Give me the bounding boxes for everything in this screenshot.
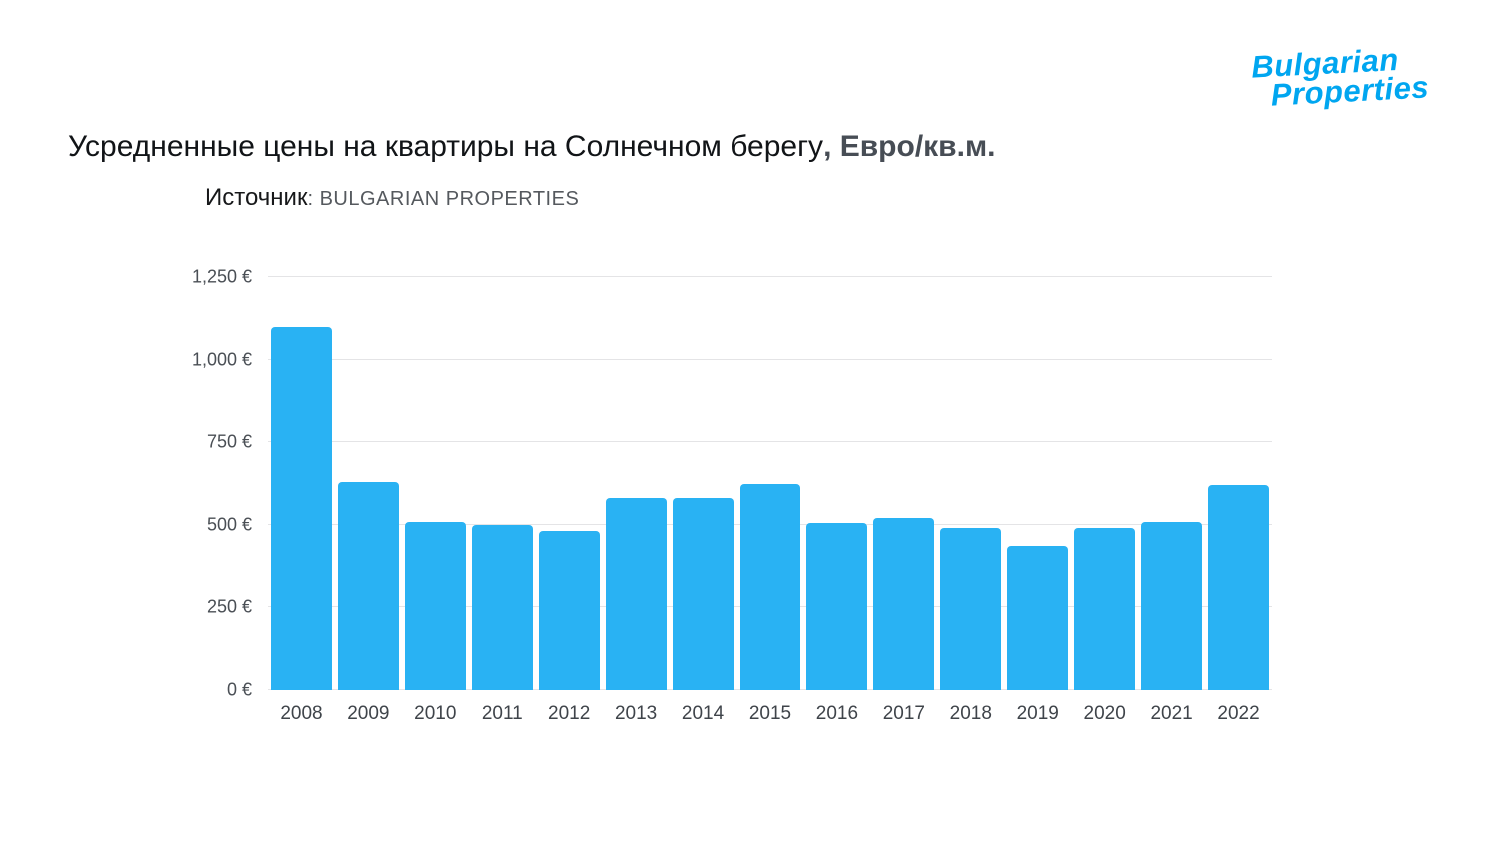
bar-2021 xyxy=(1141,521,1203,690)
x-tick-label: 2012 xyxy=(548,703,591,724)
bar-2013 xyxy=(605,498,667,690)
logo-line-2: Properties xyxy=(1269,69,1430,114)
bar-2012 xyxy=(538,531,600,690)
x-tick-label: 2014 xyxy=(681,703,725,724)
chart-source: Источник: BULGARIAN PROPERTIES xyxy=(205,184,579,212)
bulgarian-properties-logo: Bulgarian Properties xyxy=(1250,42,1430,114)
bar-2009 xyxy=(337,481,399,690)
x-tick-label: 2010 xyxy=(414,703,457,724)
x-tick-label: 2016 xyxy=(815,703,859,724)
x-tick-label: 2009 xyxy=(347,703,390,724)
x-tick-label: 2020 xyxy=(1083,703,1126,724)
y-axis: 0 € 250 € 500 € 750 € 1,000 € 1,250 € xyxy=(170,267,260,700)
y-tick-label: 500 € xyxy=(206,514,252,535)
bar-2014 xyxy=(672,498,734,690)
x-tick-label: 2022 xyxy=(1217,703,1260,724)
bar-2011 xyxy=(471,524,533,690)
bar-2022 xyxy=(1208,485,1269,690)
x-tick-label: 2021 xyxy=(1150,703,1193,724)
bar-2019 xyxy=(1007,546,1069,690)
y-tick-label: 1,250 € xyxy=(191,266,252,287)
chart-title-text: Усредненные цены на квартиры на Солнечно… xyxy=(68,130,824,163)
x-tick-label: 2008 xyxy=(280,703,323,724)
y-tick-label: 1,000 € xyxy=(191,349,252,370)
x-tick-label: 2017 xyxy=(882,703,925,724)
x-tick-label: 2019 xyxy=(1016,703,1059,724)
bar-2015 xyxy=(739,483,801,690)
x-tick-label: 2011 xyxy=(481,703,523,724)
y-tick-label: 0 € xyxy=(226,679,252,700)
bar-2017 xyxy=(873,518,935,690)
x-tick-label: 2013 xyxy=(614,703,658,724)
source-value: : BULGARIAN PROPERTIES xyxy=(307,188,580,210)
source-label: Источник xyxy=(205,184,308,211)
x-tick-label: 2015 xyxy=(748,703,792,724)
gridline xyxy=(268,358,1272,360)
chart-title-unit: , Евро/кв.м. xyxy=(823,130,996,163)
bar-2018 xyxy=(940,528,1002,690)
plot-area xyxy=(268,276,1272,690)
bar-2020 xyxy=(1074,528,1136,690)
y-tick-label: 250 € xyxy=(206,596,252,617)
gridline xyxy=(268,276,1272,277)
y-tick-label: 750 € xyxy=(206,431,252,452)
gridline xyxy=(268,441,1272,443)
bar-2016 xyxy=(806,523,868,690)
chart-title: Усредненные цены на квартиры на Солнечно… xyxy=(68,130,996,164)
bar-2010 xyxy=(404,521,466,690)
x-tick-label: 2018 xyxy=(949,703,992,724)
x-axis: 2008 2009 2010 2011 2012 2013 2014 2015 2016 2017… xyxy=(268,703,1272,733)
bar-2008 xyxy=(271,326,332,690)
